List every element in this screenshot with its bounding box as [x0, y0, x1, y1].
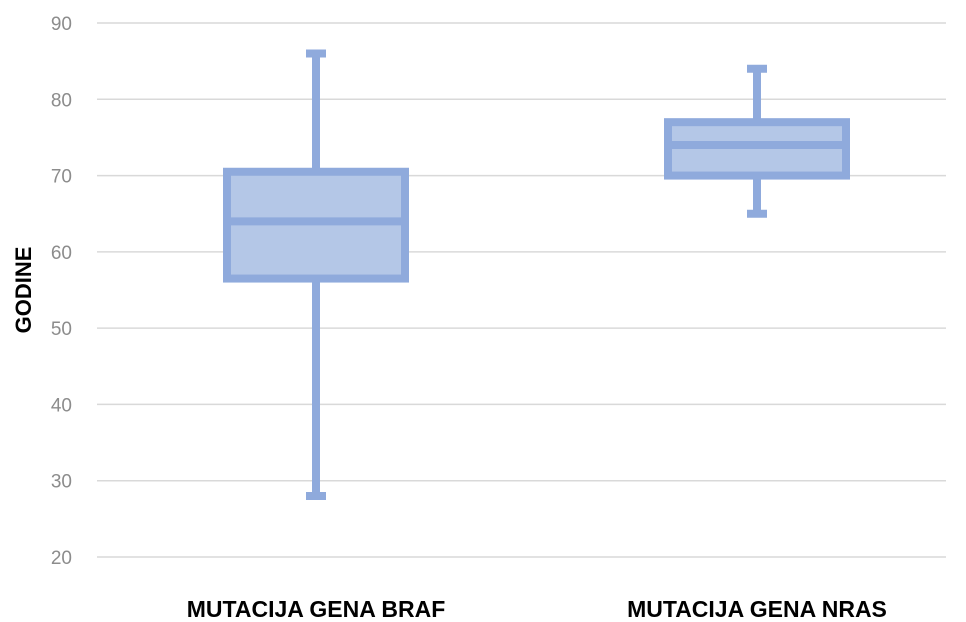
box-series [223, 49, 850, 500]
x-category-label-2: MUTACIJA GENA NRAS [627, 596, 887, 622]
box-2 [664, 64, 850, 218]
gridlines [97, 22, 946, 558]
x-axis-categories: MUTACIJA GENA BRAF MUTACIJA GENA NRAS [187, 596, 887, 622]
y-axis-label: GODINE [11, 247, 36, 334]
y-tick-label-80: 80 [51, 90, 72, 111]
x-category-label-1: MUTACIJA GENA BRAF [187, 596, 446, 622]
y-tick-label-50: 50 [51, 319, 72, 340]
y-tick-label-30: 30 [51, 472, 72, 493]
y-tick-label-20: 20 [51, 548, 72, 569]
box-1 [223, 49, 409, 500]
y-tick-label-60: 60 [51, 243, 72, 264]
y-axis-ticks: 20 30 40 50 60 70 80 90 [51, 14, 72, 569]
y-tick-label-70: 70 [51, 167, 72, 188]
y-tick-label-90: 90 [51, 14, 72, 35]
y-tick-label-40: 40 [51, 395, 72, 416]
